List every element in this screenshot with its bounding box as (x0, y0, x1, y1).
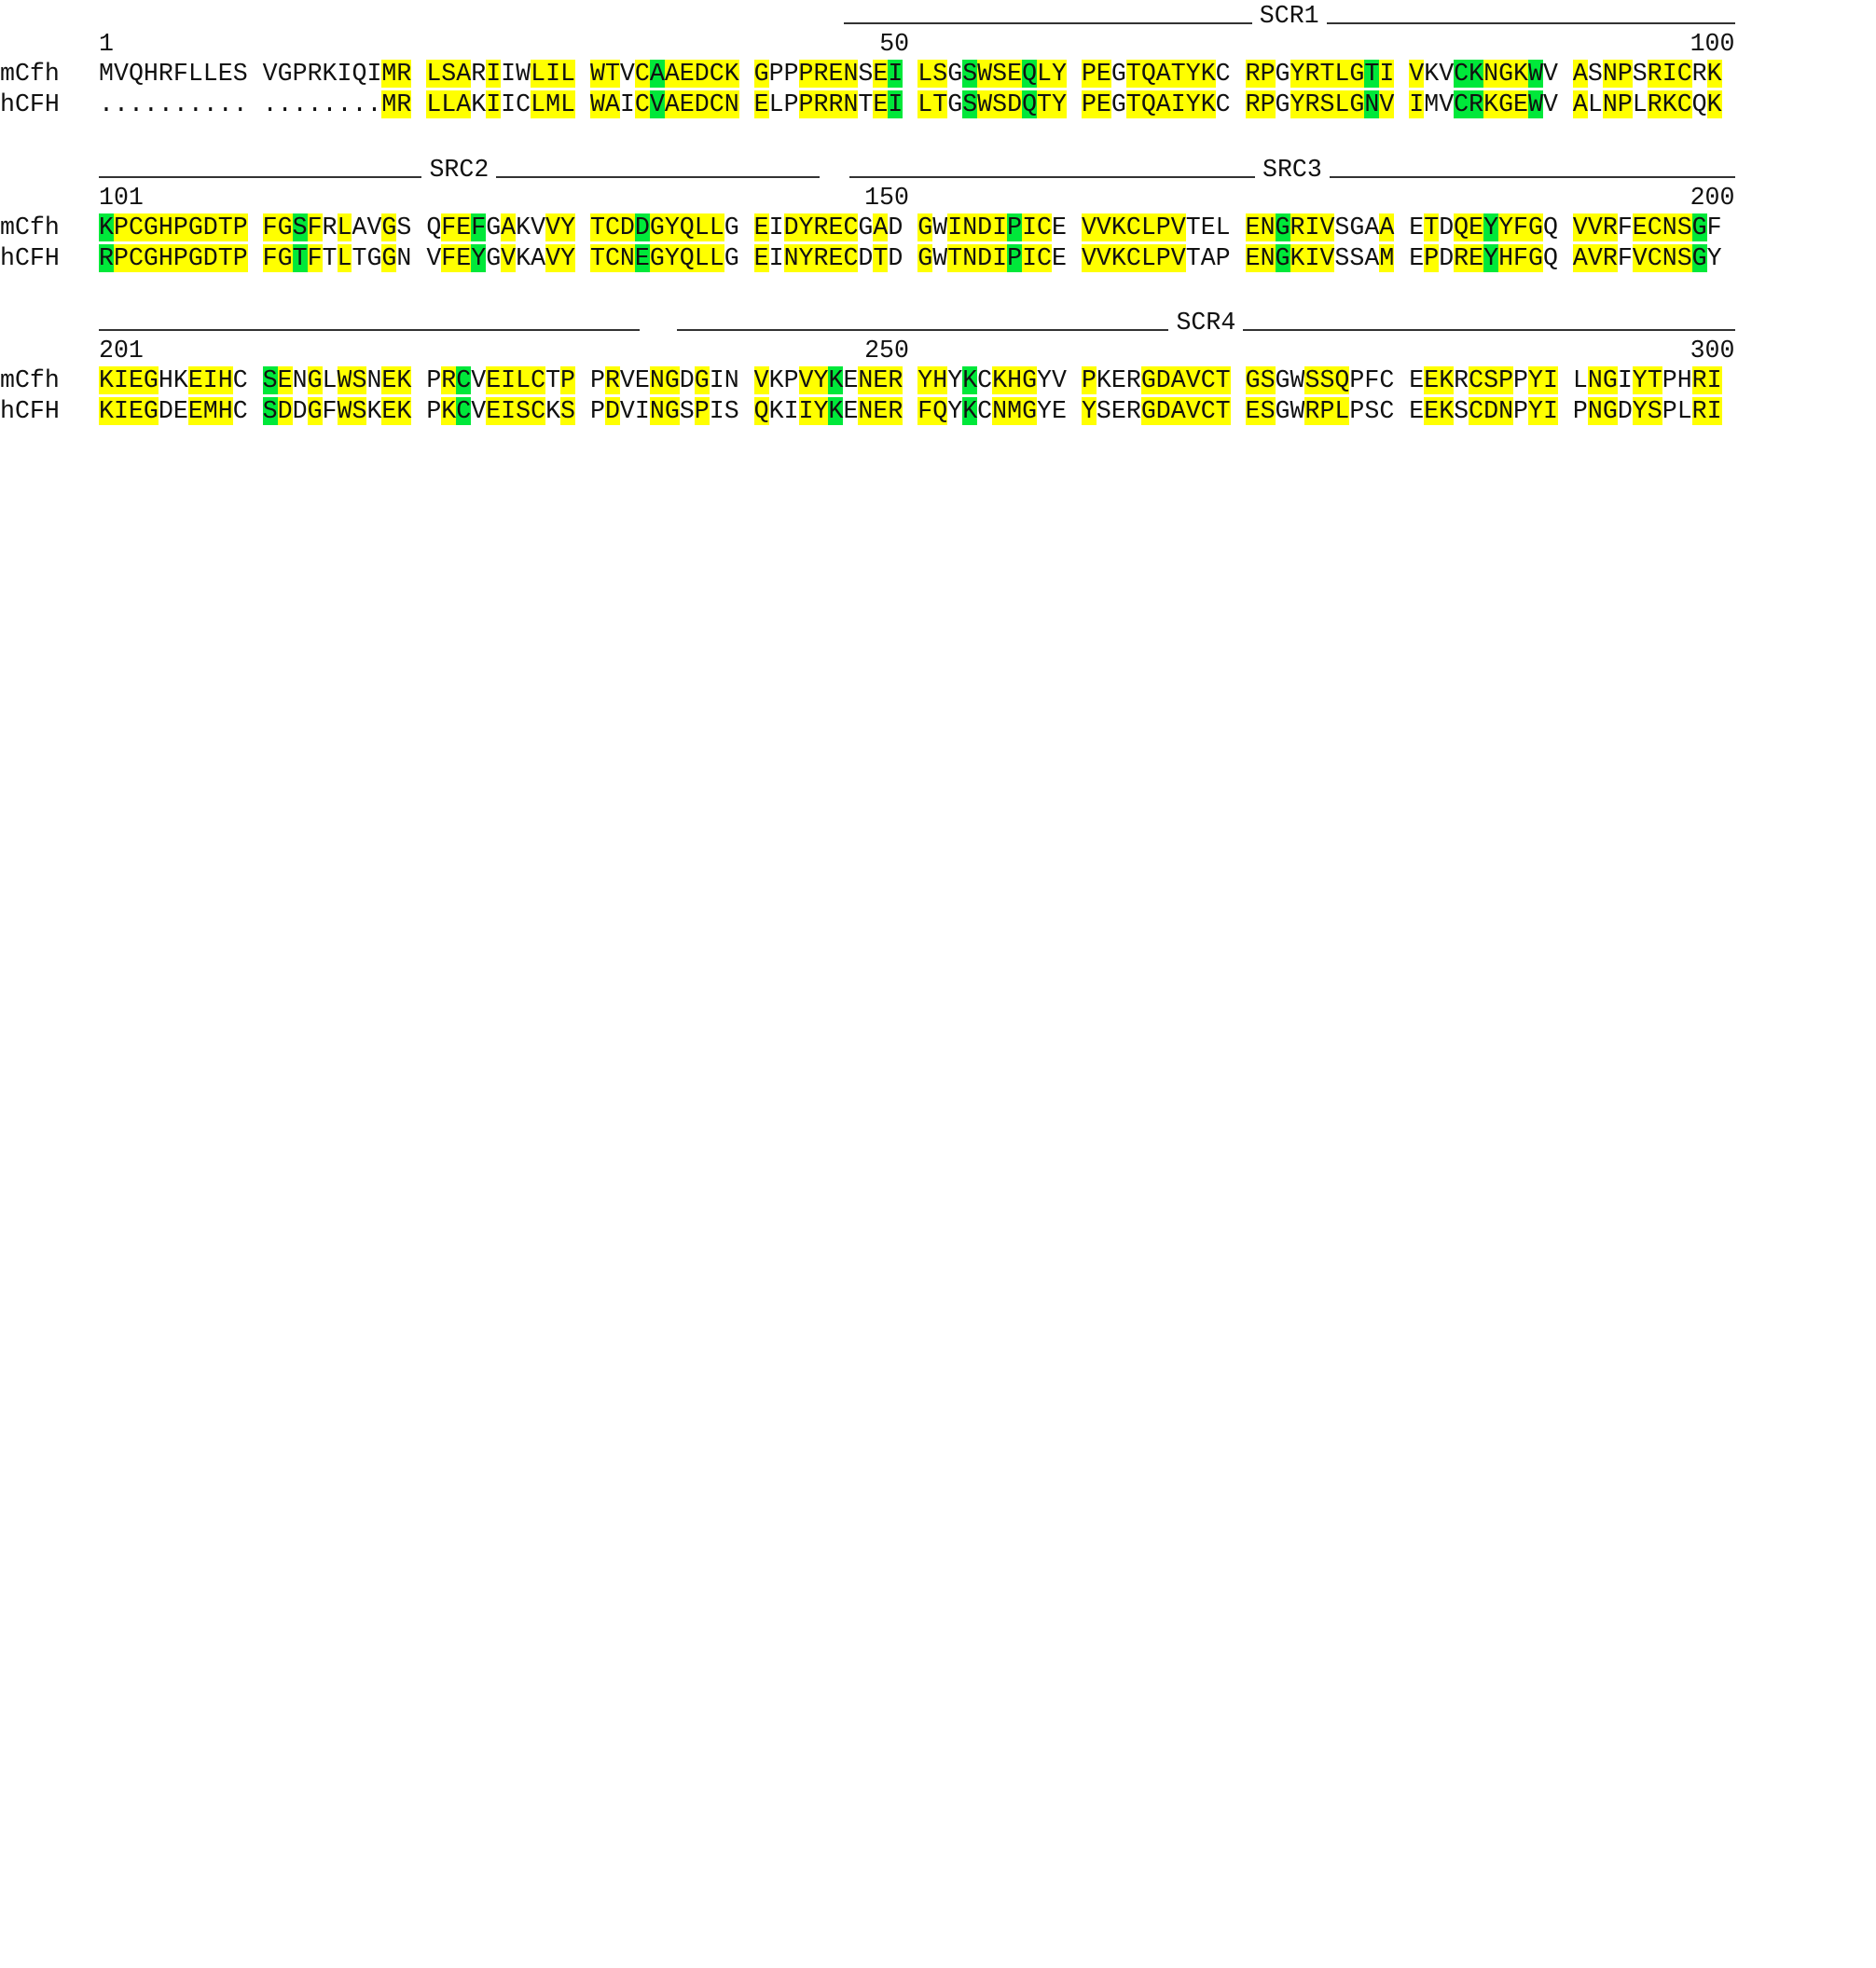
row-label-hcfh: hCFH (0, 397, 60, 426)
sequence-row-hcfh: RPCGHPGDTP FGTFTLTGGN VFEYGVKAVY TCNEGYQ… (99, 243, 1722, 272)
domain-label: SRC3 (1254, 155, 1330, 184)
sequence-row-hcfh: KIEGDEEMHC SDDGFWSKEK PKCVEISCKS PDVINGS… (99, 397, 1722, 426)
position-number: 150 (864, 183, 909, 212)
alignment-block: SCR4 201 250 300 mCfh KIEGHKEIHC SENGLWSNEK P… (0, 309, 1876, 458)
sequence-row-mcfh: MVQHRFLLES VGPRKIQIMR LSARIIWLIL WTVCAAE… (99, 60, 1722, 88)
position-number: 100 (1690, 30, 1735, 58)
sequence-row-hcfh: .......... ........MR LLAKIICLML WAICVAE… (99, 90, 1722, 118)
domain-ruler-line (99, 329, 640, 332)
position-number: 250 (864, 337, 909, 365)
row-label-mcfh: mCfh (0, 213, 60, 241)
position-number: 300 (1690, 337, 1735, 365)
row-label-mcfh: mCfh (0, 366, 60, 395)
position-number: 50 (879, 30, 910, 58)
row-label-hcfh: hCFH (0, 243, 60, 272)
sequence-row-mcfh: KIEGHKEIHC SENGLWSNEK PRCVEILCTP PRVENGD… (99, 366, 1722, 395)
position-number: 201 (99, 337, 144, 365)
domain-label: SCR1 (1251, 2, 1327, 30)
sequence-row-mcfh: KPCGHPGDTP FGSFRLAVGS QFEFGAKVVY TCDDGYQ… (99, 213, 1722, 241)
row-label-hcfh: hCFH (0, 90, 60, 118)
alignment-block: SRC2 SRC3 101 150 200 mCfh KPCGHPGDTP FGSFRLAV… (0, 155, 1876, 305)
row-label-mcfh: mCfh (0, 60, 60, 88)
position-number: 200 (1690, 183, 1735, 212)
domain-label: SRC2 (421, 155, 497, 184)
alignment-block: SCR1 1 50 100 mCfh MVQHRFLLES VGPRKIQIMR LSAR… (0, 2, 1876, 151)
position-number: 1 (99, 30, 114, 58)
domain-label: SCR4 (1168, 309, 1244, 337)
position-number: 101 (99, 183, 144, 212)
